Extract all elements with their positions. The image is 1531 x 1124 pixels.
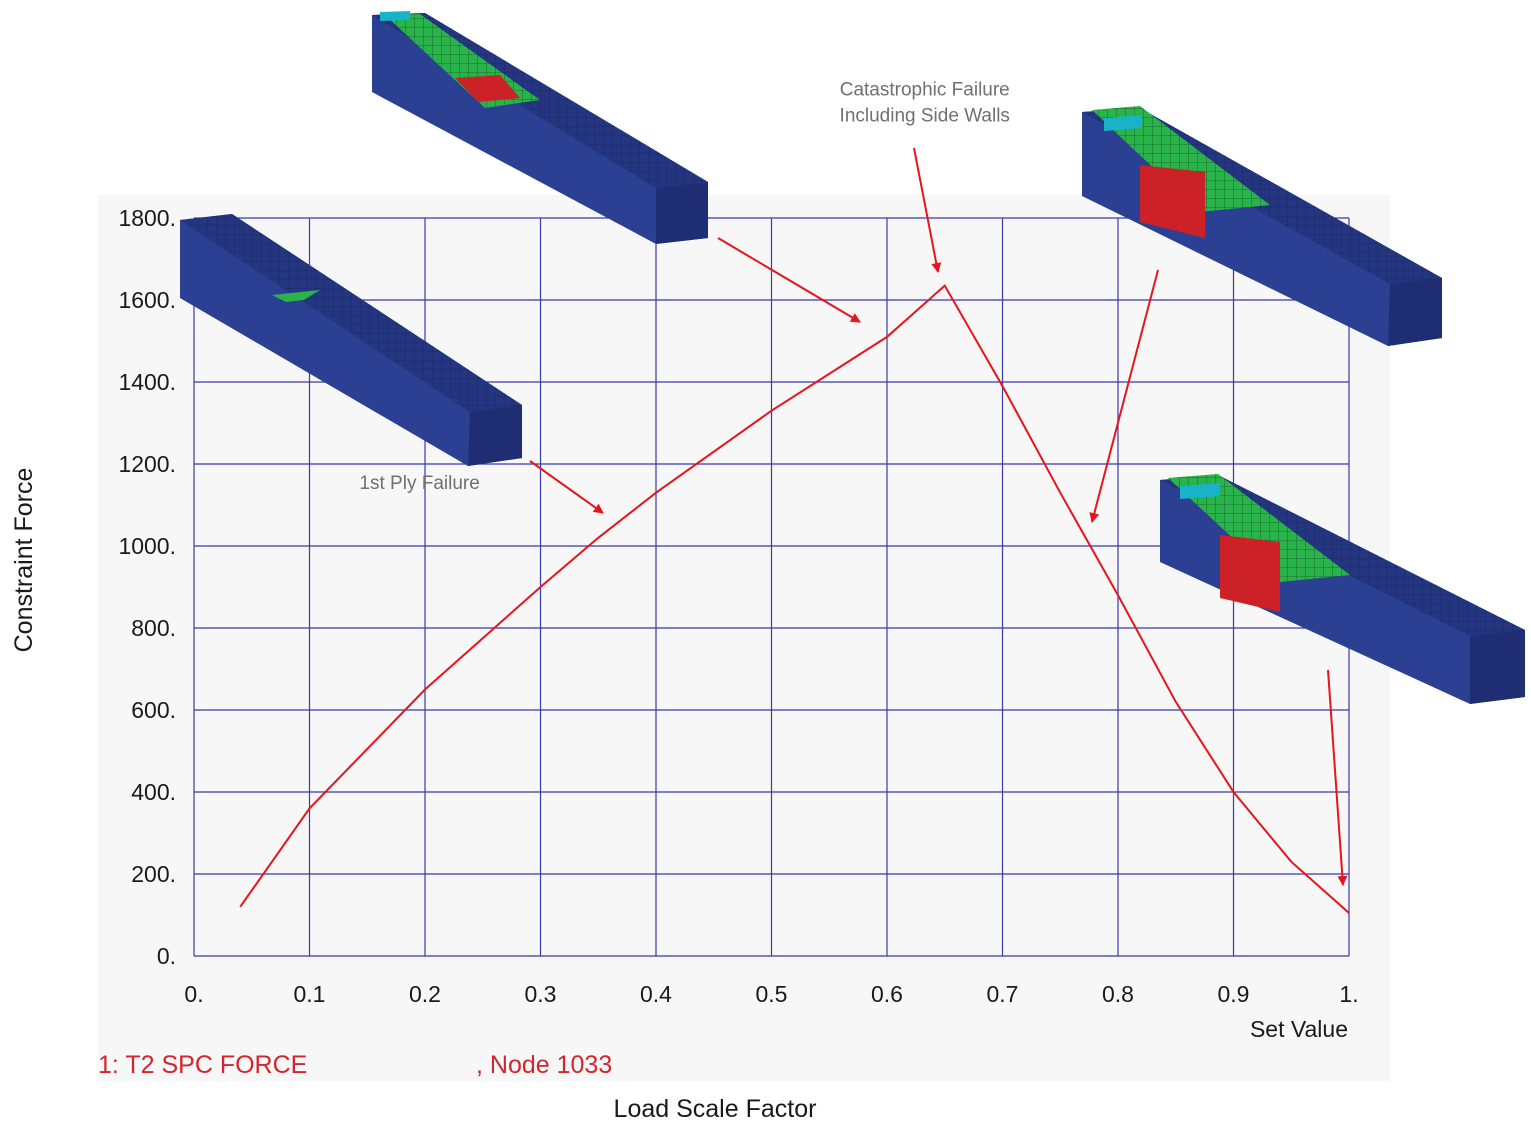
x-axis-title: Load Scale Factor [614, 1095, 817, 1123]
y-tick-label: 0. [157, 943, 176, 969]
beam-illustration-1st-ply [180, 214, 522, 466]
y-tick-label: 600. [131, 697, 176, 723]
legend-node-label: , Node 1033 [476, 1051, 612, 1079]
x-tick-label: 1. [1339, 981, 1358, 1007]
x-tick-label: 0.7 [987, 981, 1019, 1007]
y-tick-label: 800. [131, 615, 176, 641]
y-tick-label: 200. [131, 861, 176, 887]
series-line-t2-spc-force [239, 284, 1350, 914]
x-axis-caption: Set Value [1250, 1016, 1348, 1042]
annotation-arrows [529, 147, 1348, 886]
y-tick-label: 1000. [118, 533, 176, 559]
beam-illustration-final [1160, 474, 1525, 704]
x-tick-label: 0.3 [525, 981, 557, 1007]
legend-series-label: 1: T2 SPC FORCE [98, 1051, 307, 1079]
x-tick-label: 0.6 [871, 981, 903, 1007]
y-tick-labels: 0. 200. 400. 600. 800. 1000. 1200. 1400. 1600. 18… [118, 205, 176, 969]
beam-illustration-catastrophic [1082, 106, 1442, 346]
annotation-label: Including Side Walls [840, 106, 1010, 127]
y-axis-title: Constraint Force [10, 468, 38, 653]
beam-illustration-intermediate [372, 11, 708, 244]
x-tick-label: 0. [184, 981, 203, 1007]
y-tick-label: 1400. [118, 369, 176, 395]
x-tick-label: 0.4 [640, 981, 672, 1007]
y-tick-label: 1800. [118, 205, 176, 231]
annotations: 1st Ply Failure Catastrophic Failure Inclu… [359, 80, 1010, 495]
x-tick-label: 0.5 [756, 981, 788, 1007]
x-tick-labels: 0. 0.1 0.2 0.3 0.4 0.5 0.6 0.7 0.8 0.9 1. [184, 981, 1358, 1007]
x-tick-label: 0.1 [294, 981, 326, 1007]
y-tick-label: 1600. [118, 287, 176, 313]
y-tick-label: 400. [131, 779, 176, 805]
annotation-label: Catastrophic Failure [840, 80, 1010, 101]
annotation-label: 1st Ply Failure [359, 473, 479, 494]
x-tick-label: 0.9 [1218, 981, 1250, 1007]
x-tick-label: 0.2 [409, 981, 441, 1007]
x-tick-label: 0.8 [1102, 981, 1134, 1007]
y-tick-label: 1200. [118, 451, 176, 477]
